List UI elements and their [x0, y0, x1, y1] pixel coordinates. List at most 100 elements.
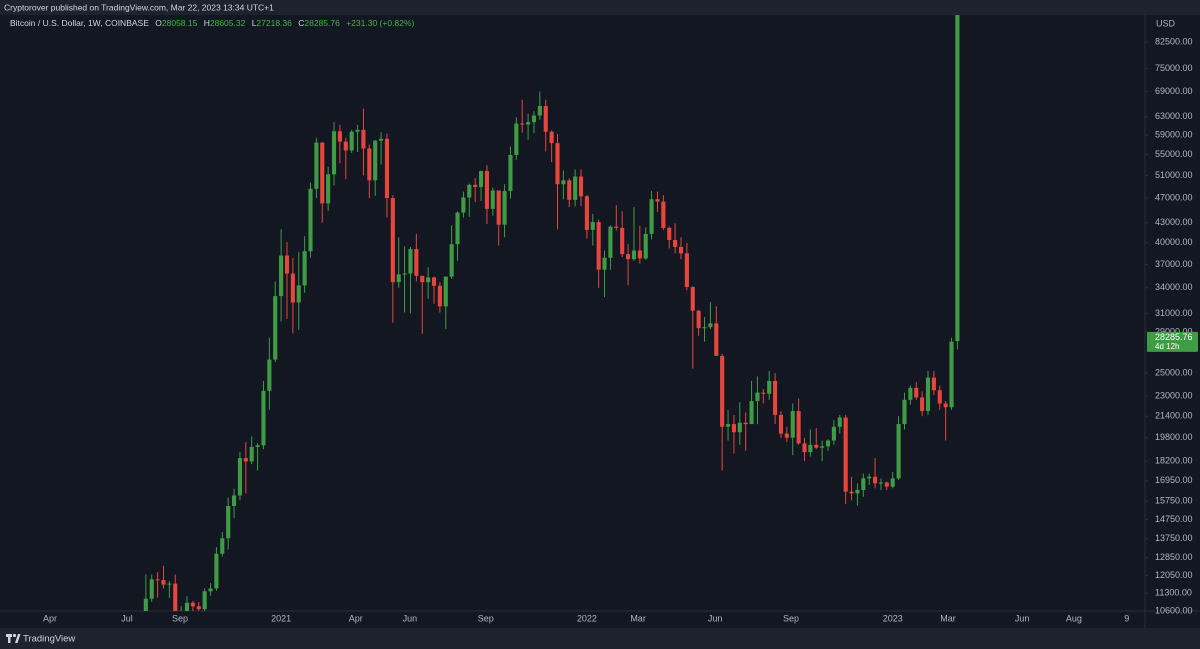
candle-body: [584, 196, 589, 230]
candle-body: [296, 285, 301, 303]
candle-body: [155, 579, 160, 581]
candle-body: [267, 359, 272, 391]
x-tick-label: Jun: [708, 613, 723, 623]
ohlc-value: 27218.36: [256, 18, 292, 28]
x-tick-label: Sep: [172, 613, 188, 623]
candle-body: [502, 191, 507, 225]
x-tick-label: 2021: [271, 613, 291, 623]
y-tick-label: 43000.00: [1155, 217, 1193, 227]
candle-body: [143, 598, 148, 611]
ohlc-value: 28058.15: [162, 18, 198, 28]
x-tick-label: 2022: [577, 613, 597, 623]
candle-body: [390, 198, 395, 283]
candle-body: [514, 123, 519, 155]
candle-body: [778, 414, 784, 434]
candle-body: [867, 476, 872, 479]
x-tick-label: Sep: [478, 613, 494, 623]
candle-body: [849, 491, 854, 494]
candle-body: [314, 142, 319, 189]
candle-body: [661, 201, 666, 228]
candle-body: [449, 244, 454, 277]
candle-body: [420, 275, 425, 283]
candle-body: [467, 184, 472, 198]
candle-body: [649, 199, 654, 234]
candle-body: [355, 129, 360, 132]
candle-body: [196, 606, 201, 610]
candle-body: [243, 458, 248, 462]
candle-body: [214, 553, 219, 589]
candle-body: [820, 446, 825, 448]
candle-body: [602, 257, 607, 270]
y-tick-label: 75000.00: [1155, 63, 1193, 73]
candle-body: [690, 287, 695, 311]
candle-body: [302, 251, 307, 286]
candle-body: [708, 323, 713, 328]
candle-body: [237, 458, 242, 496]
candle-body: [408, 249, 413, 274]
x-tick-label: Apr: [349, 613, 363, 623]
candle-body: [773, 380, 778, 415]
candle-body: [367, 148, 372, 181]
candle-body: [843, 417, 848, 492]
candle-body: [749, 401, 754, 425]
x-tick-label: Apr: [43, 613, 57, 623]
candle-body: [537, 106, 542, 116]
candle-body: [431, 277, 437, 286]
x-tick-label: Jul: [121, 613, 133, 623]
candle-body: [337, 131, 342, 142]
candle-body: [655, 199, 660, 202]
candle-body: [814, 444, 819, 448]
candle-body: [914, 387, 919, 398]
axes: 82500.00 75000.00 69000.00 63000.00 59000.00…: [43, 36, 1198, 623]
candle-body: [226, 505, 231, 539]
y-tick-label: 15750.00: [1155, 496, 1193, 506]
candle-body: [343, 141, 348, 151]
candle-body: [620, 227, 625, 255]
candle-body: [667, 227, 672, 241]
candle-body: [567, 180, 572, 200]
candle-body: [790, 411, 795, 438]
candle-body: [878, 482, 884, 484]
candle-body: [743, 422, 748, 425]
y-tick-label: 13750.00: [1155, 533, 1193, 543]
candle-body: [461, 197, 466, 213]
candle-body: [673, 240, 678, 247]
candle-body: [208, 588, 213, 592]
candle-body: [896, 424, 901, 479]
candle-body: [631, 250, 637, 260]
y-tick-label: 19800.00: [1155, 432, 1193, 442]
candle-body: [767, 380, 772, 394]
y-tick-label: 51000.00: [1155, 170, 1193, 180]
candle-body: [608, 226, 613, 258]
y-tick-label: 16950.00: [1155, 475, 1193, 485]
candle-body: [231, 495, 237, 506]
footer-bar: [0, 628, 1200, 649]
candle-body: [273, 296, 278, 360]
candle-body: [284, 255, 290, 274]
candle-body: [261, 390, 266, 446]
candle-body: [520, 123, 525, 125]
candle-body: [731, 424, 736, 433]
countdown-label: 4d 12h: [1155, 342, 1179, 351]
candle-body: [596, 222, 601, 270]
candle-body: [402, 273, 407, 275]
candle-body: [249, 447, 254, 462]
y-tick-label: 11300.00: [1155, 588, 1192, 598]
candle-body: [884, 482, 889, 487]
candle-body: [349, 131, 354, 151]
y-tick-label: 40000.00: [1155, 237, 1193, 247]
candle-body: [396, 274, 401, 283]
y-tick-label: 31000.00: [1155, 308, 1193, 318]
candle-body: [837, 417, 842, 427]
candle-body: [149, 579, 154, 599]
candle-body: [637, 250, 642, 259]
candle-body: [473, 184, 478, 188]
x-tick-label: 9: [1124, 613, 1129, 623]
candle-body: [796, 411, 801, 444]
ohlc-value: 28285.76: [304, 18, 340, 28]
candle-body: [426, 277, 431, 283]
candle-body: [825, 440, 831, 447]
y-tick-label: 25000.00: [1155, 367, 1193, 377]
candle-body: [755, 392, 760, 402]
candle-body: [384, 138, 390, 199]
